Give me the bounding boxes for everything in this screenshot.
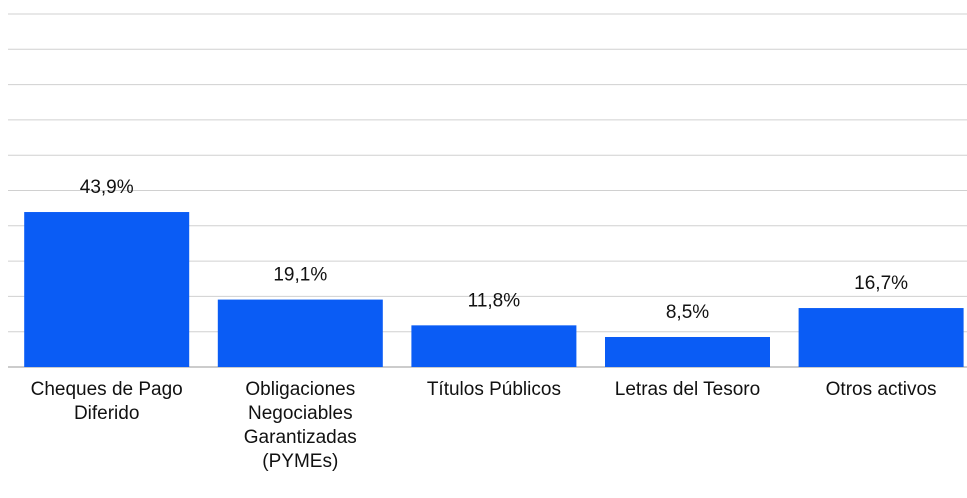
bar bbox=[411, 325, 577, 367]
bar bbox=[24, 212, 190, 367]
x-tick-label: Cheques de Pago Diferido bbox=[30, 379, 183, 424]
value-label: 8,5% bbox=[666, 302, 709, 323]
x-tick-label: Otros activos bbox=[825, 379, 937, 400]
value-label: 43,9% bbox=[80, 177, 134, 198]
value-label: 16,7% bbox=[854, 273, 908, 294]
bar bbox=[798, 308, 964, 367]
bar bbox=[217, 299, 383, 367]
value-label: 11,8% bbox=[468, 290, 521, 311]
x-tick-label: Títulos Públicos bbox=[426, 379, 561, 400]
bar bbox=[605, 336, 770, 367]
value-label: 19,1% bbox=[273, 265, 327, 286]
x-tick-label: Letras del Tesoro bbox=[614, 379, 761, 400]
x-tick-label: Obligaciones Negociables Garantizadas (P… bbox=[243, 379, 357, 472]
